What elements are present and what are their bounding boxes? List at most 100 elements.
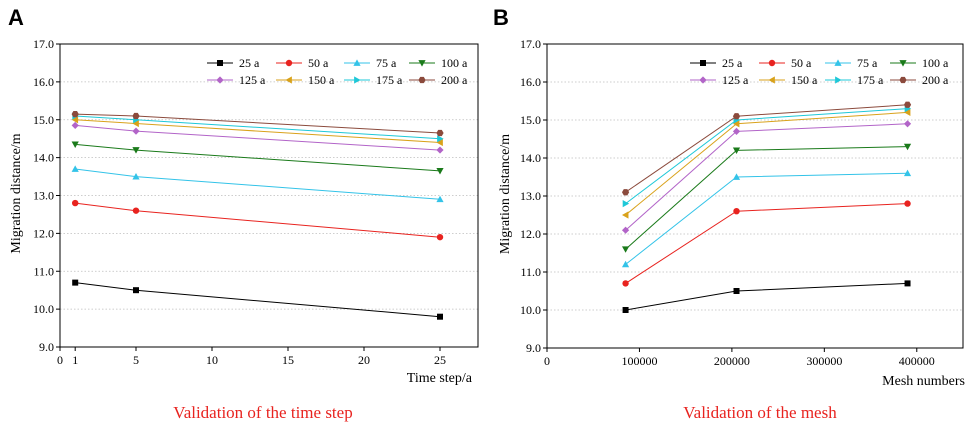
legend-marker: [768, 76, 775, 84]
legend-marker: [285, 76, 292, 84]
series-175-a: [622, 105, 912, 208]
data-point: [622, 280, 629, 287]
series-200-a: [71, 110, 444, 137]
data-point: [72, 199, 79, 207]
legend-item: 125 a: [207, 73, 266, 87]
x-tick-label: 1: [72, 353, 78, 367]
figure-caption: Validation of the mesh: [683, 403, 837, 422]
series-line: [75, 124, 441, 151]
data-point: [732, 127, 741, 135]
legend-label: 200 a: [441, 73, 468, 87]
data-point: [733, 208, 740, 215]
data-point: [903, 143, 912, 151]
legend-item: 200 a: [409, 73, 468, 87]
y-tick-label: 13.0: [520, 189, 541, 203]
data-point: [732, 120, 740, 128]
y-tick-label: 12.0: [520, 227, 541, 241]
y-tick-label: 9.0: [39, 340, 54, 354]
legend-label: 150 a: [791, 73, 818, 87]
data-point: [132, 127, 140, 135]
data-point: [903, 120, 912, 128]
data-point: [71, 110, 79, 118]
data-point: [436, 168, 444, 175]
legend-marker: [418, 60, 426, 67]
legend-item: 75 a: [344, 56, 397, 70]
series-125-a: [621, 120, 912, 234]
series-150-a: [71, 116, 443, 147]
x-tick-label: 400000: [899, 354, 935, 368]
series-line: [625, 123, 908, 231]
data-point: [71, 116, 79, 124]
legend-label: 150 a: [308, 73, 335, 87]
y-tick-label: 12.0: [33, 226, 54, 240]
chart-panel-b: 9.0 10.0 11.0 12.0 13.0 14.0 15.0 16.0 17.0 0 1000…: [493, 5, 965, 422]
legend-item: 175 a: [825, 73, 884, 87]
series-line: [75, 282, 441, 318]
x-tick-label: 200000: [714, 354, 750, 368]
series-line: [75, 168, 441, 200]
data-point: [132, 207, 140, 214]
series-line: [625, 282, 908, 311]
data-point: [437, 135, 444, 143]
legend-label: 100 a: [441, 56, 468, 70]
data-point: [436, 195, 444, 203]
data-point: [132, 172, 140, 180]
y-tick-label: 11.0: [33, 264, 54, 278]
data-point: [132, 147, 140, 154]
x-tick-label: 0: [57, 353, 63, 367]
data-point: [132, 112, 140, 120]
data-point: [621, 226, 630, 234]
data-point: [71, 121, 79, 130]
series-line: [75, 143, 441, 172]
series-200-a: [621, 101, 912, 196]
legend-marker: [699, 76, 707, 84]
legend-label: 175 a: [376, 73, 403, 87]
legend-item: 100 a: [890, 56, 949, 70]
series-125-a: [71, 121, 444, 154]
legend-marker: [835, 76, 842, 84]
y-axis-label: Migration distance/m: [498, 134, 513, 254]
x-axis-label: Mesh numbers: [882, 374, 965, 389]
y-tick-label: 10.0: [33, 302, 54, 316]
legend-item: 150 a: [759, 73, 818, 87]
legend-item: 125 a: [690, 73, 749, 87]
y-tick-label: 9.0: [526, 341, 541, 355]
legend-item: 50 a: [759, 56, 812, 70]
y-tick-label: 14.0: [520, 151, 541, 165]
x-tick-label: 5: [133, 353, 139, 367]
data-point: [622, 200, 630, 208]
panel-letter: B: [493, 5, 509, 30]
legend-label: 25 a: [722, 56, 743, 70]
legend-marker: [354, 76, 361, 84]
legend-label: 50 a: [791, 56, 812, 70]
data-point: [732, 173, 741, 180]
x-tick-label: 100000: [621, 354, 657, 368]
series-100-a: [621, 143, 912, 253]
series-line: [625, 108, 908, 204]
y-tick-label: 15.0: [33, 113, 54, 127]
legend-label: 50 a: [308, 56, 329, 70]
data-point: [133, 287, 139, 294]
data-point: [622, 307, 629, 313]
x-tick-label: 0: [544, 354, 550, 368]
legend-label: 75 a: [376, 56, 397, 70]
legend-item: 150 a: [276, 73, 335, 87]
legend-label: 200 a: [922, 73, 949, 87]
data-point: [71, 165, 79, 172]
data-point: [732, 113, 741, 120]
data-point: [436, 233, 444, 241]
x-tick-label: 20: [358, 353, 370, 367]
series-line: [625, 203, 908, 284]
legend-label: 175 a: [857, 73, 884, 87]
legend: 25 a 50 a 75 a 100 a 125 a 150 a 175 a 200 a: [207, 56, 468, 87]
y-axis-label: Migration distance/m: [9, 133, 24, 253]
legend-item: 75 a: [825, 56, 878, 70]
series-line: [75, 202, 441, 238]
data-point: [621, 211, 629, 219]
legend-item: 25 a: [207, 56, 260, 70]
data-point: [436, 138, 443, 147]
legend-item: 175 a: [344, 73, 403, 87]
data-point: [621, 246, 630, 253]
data-point: [437, 313, 443, 320]
